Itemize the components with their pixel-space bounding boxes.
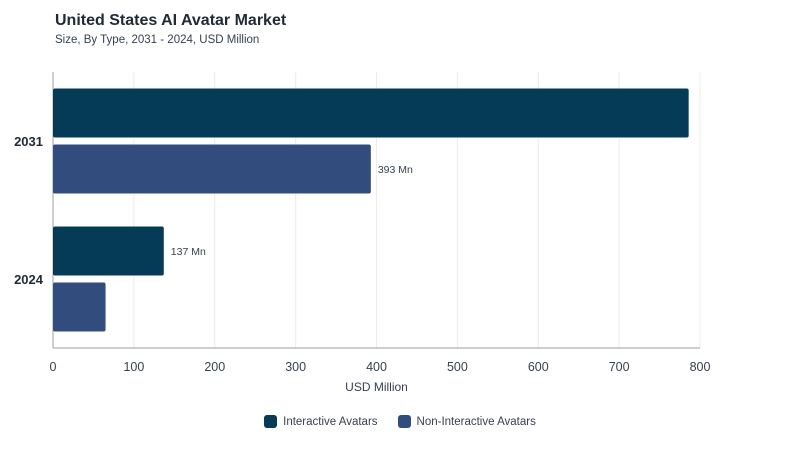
x-tick-label: 200 [204,360,225,374]
x-tick-label: 800 [690,360,711,374]
x-tick-label: 0 [50,360,57,374]
x-tick-label: 400 [366,360,387,374]
bar-interactive [53,88,689,138]
bar-non-interactive [53,282,106,332]
data-label: 137 Mn [171,246,206,258]
legend-swatch-interactive [264,415,278,428]
legend-item-interactive[interactable]: Interactive Avatars [264,415,378,428]
category-label: 2024 [14,272,44,287]
chart-legend: Interactive Avatars Non-Interactive Avat… [0,415,800,428]
bar-chart: 0 100 200 300 400 500 600 700 800 USD Million 2031… [14,72,711,394]
bar-non-interactive [53,144,371,194]
legend-swatch-non-interactive [397,415,411,428]
x-tick-label: 100 [123,360,144,374]
x-tick-label: 700 [609,360,630,374]
legend-label-interactive: Interactive Avatars [283,415,378,428]
x-axis-label: USD Million [345,380,408,394]
chart-subtitle: Size, By Type, 2031 - 2024, USD Million [55,34,260,46]
x-tick-label: 600 [528,360,549,374]
category-label: 2031 [14,134,43,149]
bar-interactive [53,226,164,276]
legend-item-non-interactive[interactable]: Non-Interactive Avatars [397,415,536,428]
data-label: 393 Mn [378,164,413,176]
legend-label-non-interactive: Non-Interactive Avatars [416,415,536,428]
x-tick-label: 300 [285,360,306,374]
chart-title: United States AI Avatar Market [55,12,287,29]
x-tick-label: 500 [447,360,468,374]
